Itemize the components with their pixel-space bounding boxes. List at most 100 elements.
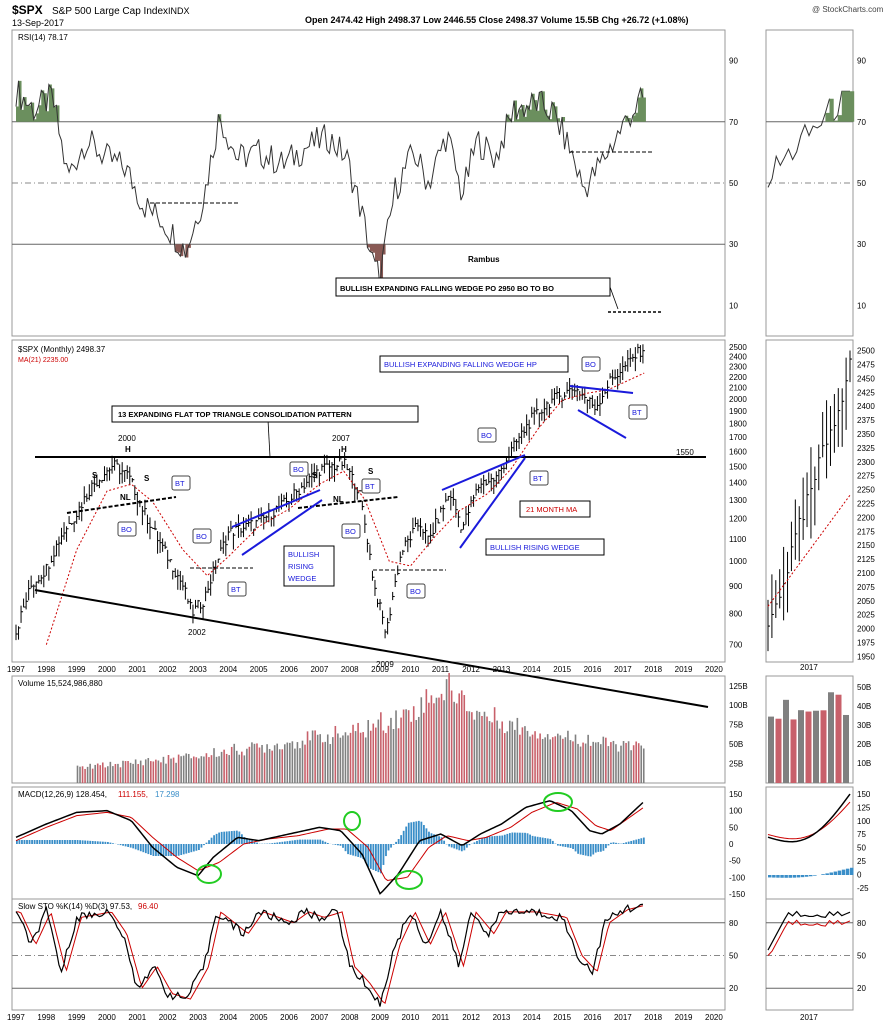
volume-bar (205, 753, 208, 783)
macd-hist-bar (481, 838, 483, 844)
rsi-box-pointer (609, 286, 619, 310)
price-inset-tick-2150: 2150 (857, 541, 875, 550)
volume-bar (395, 710, 397, 783)
macd-hist-bar (134, 844, 137, 850)
marker-box-bt-11 (628, 404, 648, 420)
price-inset-tick-1975: 1975 (857, 639, 875, 648)
volume-bar (137, 763, 139, 783)
volume-bar (524, 726, 526, 783)
macd-hist-bar (443, 840, 446, 844)
macd-hist-bar (524, 832, 526, 844)
year-2000-label: 2000 (118, 434, 136, 443)
marker-box-bo-10 (581, 356, 601, 372)
macd-hist-bar (177, 844, 180, 856)
volume-bar (369, 730, 372, 783)
macd-hist-bar (208, 840, 210, 844)
green-circle-2008 (343, 811, 361, 831)
macd-hist-bar (435, 835, 438, 844)
volume-bar (185, 753, 187, 783)
volume-bar (316, 734, 319, 783)
x-tick-bottom-2017: 2017 (614, 1013, 632, 1022)
price-tick-1100: 1100 (729, 535, 747, 544)
macd-hist-bar (58, 840, 61, 844)
volume-bar (198, 758, 200, 783)
marker-bo-label-6: BO (345, 527, 356, 536)
macd-hist-bar (286, 841, 289, 844)
marker-s-1: S (92, 471, 98, 480)
macd-hist-bar (569, 844, 572, 848)
volume-bar (241, 751, 243, 783)
macd-hist-bar (582, 844, 585, 856)
volume-bar (354, 731, 357, 783)
marker-bo-label-8: BO (481, 431, 492, 440)
rsi-callout-text: BULLISH EXPANDING FALLING WEDGE PO 2950 … (340, 284, 554, 293)
volume-bar (637, 743, 640, 783)
macd-hist-bar (440, 837, 443, 844)
volume-bar (450, 690, 453, 783)
sto-inset-k-line (767, 910, 851, 951)
volume-tick-75B: 75B (729, 721, 743, 730)
volume-bar (417, 716, 420, 783)
volume-bar (263, 752, 266, 783)
macd-hist-bar (602, 844, 605, 851)
macd-hist-bar (579, 844, 582, 855)
macd-hist-bar (26, 840, 28, 844)
price-tick-1500: 1500 (729, 462, 747, 471)
volume-bar (155, 759, 157, 783)
rising-wedge-bottom-1 (241, 499, 323, 556)
exchange-label: INDX (168, 6, 190, 16)
macd-hist-bar (195, 844, 198, 851)
macd-inset-tick-0: 0 (857, 870, 862, 879)
macd-hist-bar (142, 844, 145, 853)
volume-bar (84, 768, 86, 783)
ma-legend: MA(21) 2235.00 (18, 357, 68, 364)
volume-bar (132, 763, 134, 783)
macd-hist-bar (119, 844, 122, 846)
x-tick-bottom-2015: 2015 (553, 1013, 571, 1022)
macd-tick--100: -100 (729, 873, 746, 882)
macd-hist-bar (334, 844, 337, 845)
price-tick-900: 900 (729, 582, 743, 591)
volume-bar (112, 766, 114, 783)
volume-bar (334, 725, 337, 783)
triangle-box-pointer (267, 419, 271, 458)
sto-legend-b: 96.40 (138, 902, 159, 911)
macd-hist-bar (210, 837, 213, 844)
volume-inset-bar (828, 692, 834, 783)
lower-trendline (34, 589, 709, 708)
volume-bar (359, 732, 362, 783)
sto-tick-80: 80 (729, 919, 738, 928)
macd-hist-bar (200, 844, 203, 848)
macd-hist-bar (567, 844, 569, 848)
volume-bar (448, 672, 450, 783)
price-tick-1600: 1600 (729, 447, 747, 456)
x-tick-top-1999: 1999 (68, 665, 86, 674)
price-tick-2300: 2300 (729, 362, 747, 371)
price-inset-tick-2475: 2475 (857, 360, 875, 369)
volume-bar (352, 724, 354, 783)
sto-inset (767, 910, 851, 956)
volume-bar (160, 762, 162, 783)
quote-line: Open 2474.42 High 2498.37 Low 2446.55 Cl… (305, 15, 689, 25)
chart-header: $SPX S&P 500 Large Cap Index INDX 13-Sep… (12, 3, 884, 28)
marker-bt-label-0: BT (175, 479, 185, 488)
x-tick-top-2017: 2017 (614, 665, 632, 674)
rsi-inset-tick-70: 70 (857, 118, 866, 127)
rsi-tick-labels: 90 70 50 30 10 (729, 57, 738, 311)
macd-hist-bar (61, 840, 64, 844)
x-tick-top-2016: 2016 (584, 665, 602, 674)
volume-bar (124, 761, 127, 783)
macd-hist-bar (21, 840, 23, 844)
macd-hist-bar (625, 842, 628, 844)
volume-bar (610, 742, 612, 783)
macd-hist-bar (617, 843, 620, 844)
macd-hist-bar (529, 834, 531, 844)
volume-inset-tick-50B: 50B (857, 683, 871, 692)
macd-hist-bar (185, 844, 188, 854)
volume-bar (387, 725, 390, 783)
macd-hist-bar (385, 844, 387, 857)
macd-hist-bar (74, 840, 76, 844)
macd-hist-bar (627, 841, 630, 844)
macd-hist-bar (101, 841, 104, 844)
volume-bar (635, 741, 637, 783)
